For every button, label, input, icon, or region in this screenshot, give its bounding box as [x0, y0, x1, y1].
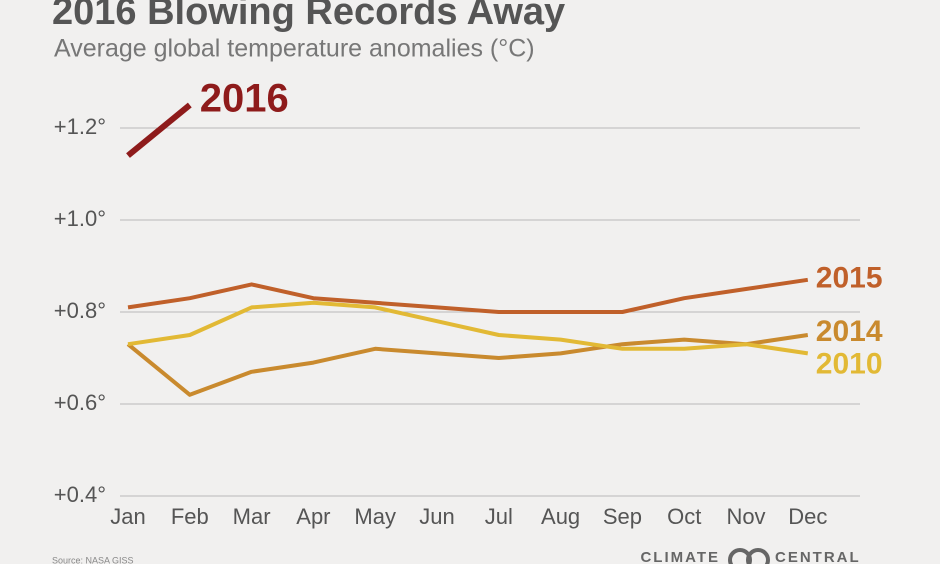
- x-tick-label: Nov: [726, 504, 765, 529]
- x-tick-label: May: [354, 504, 396, 529]
- x-tick-label: Jun: [419, 504, 454, 529]
- line: [126, 333, 809, 397]
- x-tick-label: Dec: [788, 504, 827, 529]
- x-tick-label: Feb: [171, 504, 209, 529]
- x-tick-label: Aug: [541, 504, 580, 529]
- logo-icon: [746, 548, 770, 564]
- x-tick-label: Apr: [296, 504, 330, 529]
- x-tick-label: Oct: [667, 504, 701, 529]
- chart-title: 2016 Blowing Records Away: [52, 0, 565, 33]
- x-tick-label: Sep: [603, 504, 642, 529]
- y-tick-label: +1.0°: [54, 206, 106, 231]
- y-tick-label: +1.2°: [54, 114, 106, 139]
- chart-subtitle: Average global temperature anomalies (°C…: [54, 35, 535, 63]
- line: [126, 102, 192, 158]
- x-tick-label: Jan: [110, 504, 145, 529]
- y-tick-label: +0.6°: [54, 390, 106, 415]
- series-label: 2015: [816, 262, 883, 295]
- y-tick-label: +0.8°: [54, 298, 106, 323]
- series-label: 2016: [200, 77, 289, 121]
- line: [127, 277, 809, 314]
- line: [127, 300, 809, 356]
- source: Source: NASA GISS: [52, 555, 134, 564]
- x-tick-label: Mar: [233, 504, 271, 529]
- y-tick-label: +0.4°: [54, 482, 106, 507]
- series-label: 2010: [816, 347, 883, 380]
- logo-text: CLIMATE: [640, 549, 720, 564]
- x-tick-label: Jul: [485, 504, 513, 529]
- logo-text: CENTRAL: [775, 549, 861, 564]
- series-label: 2014: [816, 315, 883, 348]
